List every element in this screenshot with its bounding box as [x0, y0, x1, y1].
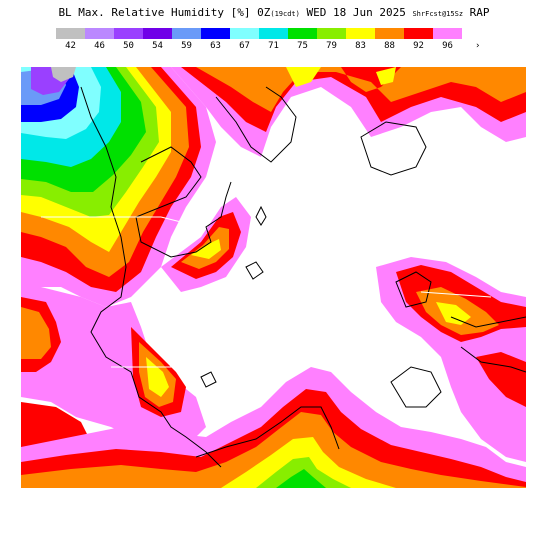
lake-outline-1: [245, 261, 264, 280]
legend-swatch-7: [259, 28, 288, 39]
legend-label-4: 59: [181, 41, 192, 51]
chart-title: BL Max. Relative Humidity [%] 0Z(19cdt) …: [0, 6, 548, 19]
east-basin-outline: [395, 271, 432, 308]
legend-swatch-2: [114, 28, 143, 39]
north-boundary: [215, 86, 297, 163]
north-strip-83: [286, 67, 321, 87]
west-coastline: [80, 86, 222, 468]
title-main: BL Max. Relative Humidity [%] 0Z: [58, 6, 271, 19]
nw-field-42: [51, 67, 76, 82]
legend-swatch-6: [230, 28, 259, 39]
south-field-75: [276, 469, 326, 488]
north-strip-83b: [376, 67, 396, 85]
inland-small-outline: [200, 371, 217, 388]
legend-label-7: 71: [268, 41, 279, 51]
title-date: WED 18 Jun 2025: [299, 6, 413, 19]
legend-label-1: 46: [94, 41, 105, 51]
legend-label-9: 79: [326, 41, 337, 51]
legend-swatch-5: [201, 28, 230, 39]
title-model-run: ShrFcst@15Sz: [412, 10, 464, 18]
central-boundary-loop: [135, 146, 232, 258]
title-source: RAP: [463, 6, 490, 19]
legend-swatch-0: [56, 28, 85, 39]
east-field-92b: [476, 352, 526, 407]
legend-swatch-10: [346, 28, 375, 39]
legend-label-2: 50: [123, 41, 134, 51]
legend-label-3: 54: [152, 41, 163, 51]
legend-label-8: 75: [297, 41, 308, 51]
northwest-humidity-region: [21, 67, 216, 307]
legend-swatch-9: [317, 28, 346, 39]
legend-more-indicator: ›: [475, 41, 481, 51]
east-field-83: [436, 302, 471, 325]
border-line-5: [490, 186, 522, 228]
south-boundary: [195, 406, 340, 458]
legend-swatch-3: [143, 28, 172, 39]
southeast-lake-outline: [390, 366, 442, 408]
legend-swatch-1: [85, 28, 114, 39]
legend-label-11: 88: [384, 41, 395, 51]
legend-swatch-11: [375, 28, 404, 39]
political-borders: [41, 186, 522, 368]
east-ridge-line-2: [460, 346, 526, 373]
legend-swatch-4: [172, 28, 201, 39]
north-strip-88: [196, 67, 526, 112]
island-outline-1: [255, 205, 267, 226]
legend-swatch-8: [288, 28, 317, 39]
legend-label-5: 63: [210, 41, 221, 51]
legend-swatch-13: [433, 28, 462, 39]
west-field-88: [21, 307, 51, 359]
legend-label-6: 67: [239, 41, 250, 51]
east-humidity-region: [376, 257, 526, 462]
humidity-map: [21, 67, 526, 488]
central-field-83: [191, 239, 221, 259]
east-ridge-line: [450, 316, 526, 328]
border-line-3: [420, 291, 492, 298]
northeast-lake-outline: [360, 121, 427, 176]
legend-label-13: 96: [442, 41, 453, 51]
legend-label-10: 83: [355, 41, 366, 51]
south-field-88: [21, 412, 526, 488]
legend-label-0: 42: [65, 41, 76, 51]
map-boundaries: [80, 86, 526, 468]
legend-swatch-12: [404, 28, 433, 39]
title-local-time: (19cdt): [270, 10, 300, 18]
legend-label-12: 92: [413, 41, 424, 51]
border-line-2: [160, 216, 202, 228]
north-humidity-strip: [171, 67, 526, 157]
